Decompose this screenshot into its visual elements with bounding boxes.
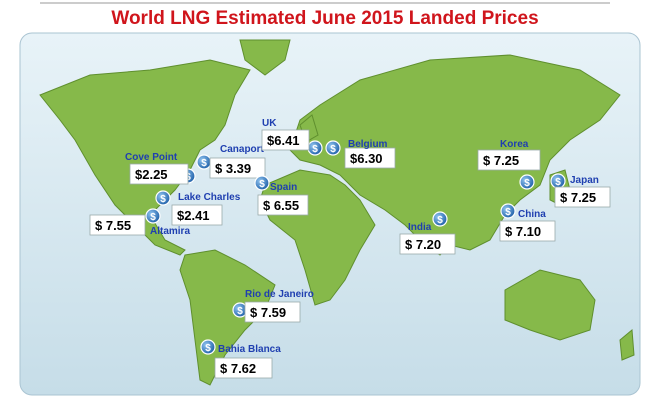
- location-name: India: [408, 222, 432, 233]
- location-name: Rio de Janeiro: [245, 289, 314, 300]
- location-icon: [155, 190, 171, 206]
- price-box: [344, 147, 396, 169]
- location-icon-glyph: $: [505, 207, 511, 218]
- price-box: [89, 214, 146, 236]
- location-labels: $ Canaport $ 3.39 $ Cove Point $2.25 $ Lake Cha…: [89, 118, 611, 379]
- price-box: [214, 357, 273, 379]
- location-name: China: [518, 209, 546, 220]
- location-icon-glyph: $: [312, 144, 318, 155]
- location-name: Spain: [270, 182, 297, 193]
- price-box: [129, 163, 189, 185]
- location-icon: [145, 208, 161, 224]
- location-icon-glyph: $: [205, 343, 211, 354]
- location-icon-glyph: $: [330, 144, 336, 155]
- location-name: Altamira: [150, 226, 190, 237]
- location-name: Japan: [570, 175, 599, 186]
- location-icon-glyph: $: [555, 177, 561, 188]
- price-box: [209, 157, 266, 179]
- price-label: $6.30: [350, 151, 383, 166]
- location-icon-glyph: $: [150, 212, 156, 223]
- continents: [39, 39, 635, 386]
- location-name: Bahia Blanca: [218, 344, 281, 355]
- price-label: $ 7.55: [95, 218, 131, 233]
- location-icon: [432, 211, 448, 227]
- price-label: $ 7.25: [560, 190, 596, 205]
- price-box: [257, 194, 309, 216]
- price-label: $ 7.62: [220, 361, 256, 376]
- location-name: Lake Charles: [178, 192, 241, 203]
- price-box: [399, 233, 456, 255]
- price-label: $ 7.25: [483, 153, 519, 168]
- price-label: $2.41: [177, 208, 210, 223]
- location-icon-glyph: $: [237, 306, 243, 317]
- location-icon-glyph: $: [201, 158, 207, 169]
- price-label: $2.25: [135, 167, 168, 182]
- location-name: UK: [262, 118, 277, 129]
- location-name: Canaport: [220, 144, 265, 155]
- price-label: $ 6.55: [263, 198, 299, 213]
- price-box: [499, 220, 556, 242]
- location-icon: [200, 339, 216, 355]
- location-name: Cove Point: [125, 152, 178, 163]
- location-name: Korea: [500, 139, 529, 150]
- location-icon-glyph: $: [524, 178, 530, 189]
- location-icon: [500, 203, 516, 219]
- price-box: [554, 186, 611, 208]
- price-box: [171, 204, 223, 226]
- location-icon-glyph: $: [437, 215, 443, 226]
- title: World LNG Estimated June 2015 Landed Pri…: [111, 8, 538, 29]
- price-label: $ 7.59: [250, 305, 286, 320]
- price-box: [477, 149, 541, 171]
- price-box: [261, 129, 310, 151]
- price-label: $6.41: [267, 133, 300, 148]
- price-box: [244, 301, 301, 323]
- price-label: $ 3.39: [215, 161, 251, 176]
- location-name: Belgium: [348, 139, 388, 150]
- location-icon: [519, 174, 535, 190]
- location-icon-glyph: $: [259, 179, 265, 190]
- location-icon: [254, 175, 270, 191]
- location-icon: [325, 140, 341, 156]
- price-label: $ 7.10: [505, 224, 541, 239]
- location-icon-glyph: $: [160, 194, 166, 205]
- price-label: $ 7.20: [405, 237, 441, 252]
